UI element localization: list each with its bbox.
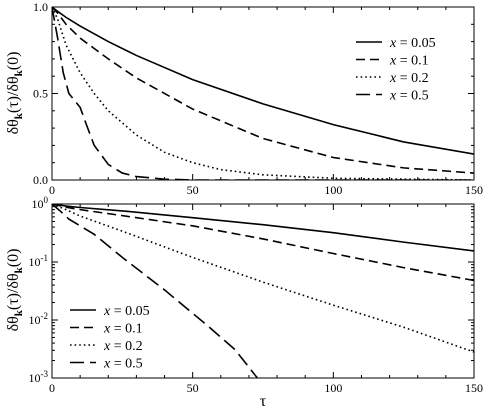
legend-label: x = 0.5 xyxy=(103,357,143,372)
legend-label: x = 0.1 xyxy=(389,54,429,69)
y-tick-label: 0.0 xyxy=(33,173,48,187)
y-tick-label: 100 xyxy=(32,195,49,211)
x-tick-label: 100 xyxy=(324,381,342,395)
bottom-panel: 0 50 100 150 100 10-1 10-2 10-3 δθk(τ)/δθk(0) τ x … xyxy=(5,195,483,406)
y-axis-label: δθk(τ)/δθk(0) xyxy=(5,52,25,135)
plot-frame xyxy=(51,203,475,379)
legend-label: x = 0.1 xyxy=(103,322,143,337)
legend-label: x = 0.05 xyxy=(103,304,150,319)
y-tick-label: 10-2 xyxy=(29,311,49,327)
legend-label: x = 0.2 xyxy=(103,339,143,354)
x-tick-label: 50 xyxy=(187,183,199,197)
x-tick-label: 0 xyxy=(49,183,55,197)
y-axis-label: δθk(τ)/δθk(0) xyxy=(5,249,25,332)
series-line-x-0-05 xyxy=(52,204,474,252)
legend-label: x = 0.5 xyxy=(389,89,429,104)
series-line-x-0-1 xyxy=(52,7,474,174)
series-line-x-0-1 xyxy=(52,204,474,282)
series-line-x-0-5 xyxy=(52,7,474,180)
x-tick-label: 150 xyxy=(465,183,483,197)
series-line-x-0-5 xyxy=(52,204,258,378)
legend: x = 0.05 x = 0.1 x = 0.2 x = 0.5 xyxy=(356,36,436,104)
x-axis-label: τ xyxy=(260,393,267,406)
series-line-x-0-2 xyxy=(52,7,474,180)
x-tick-label: 100 xyxy=(324,183,342,197)
series-line-x-0-05 xyxy=(52,7,474,155)
legend-label: x = 0.2 xyxy=(389,71,429,86)
y-tick-label: 10-1 xyxy=(29,253,49,269)
legend-label: x = 0.05 xyxy=(389,36,436,51)
legend: x = 0.05 x = 0.1 x = 0.2 x = 0.5 xyxy=(70,304,150,372)
x-tick-label: 0 xyxy=(49,381,55,395)
y-tick-label: 10-3 xyxy=(29,369,49,385)
y-tick-label: 0.5 xyxy=(33,87,48,101)
x-tick-label: 50 xyxy=(187,381,199,395)
x-tick-label: 150 xyxy=(465,381,483,395)
y-tick-label: 1.0 xyxy=(33,0,48,14)
